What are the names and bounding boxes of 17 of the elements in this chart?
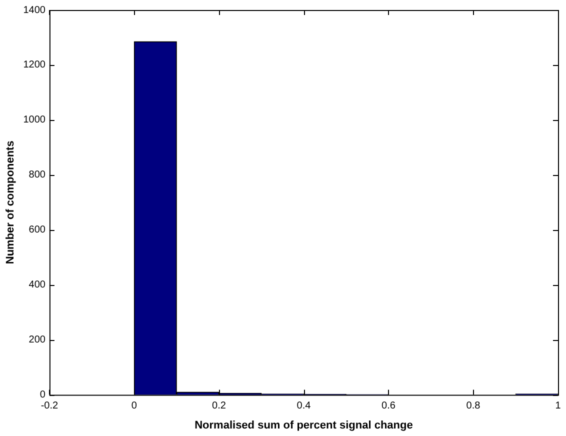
x-tick-label: 0.6 xyxy=(382,400,396,412)
x-tick-label: -0.2 xyxy=(40,400,58,412)
x-tick-label: 0.4 xyxy=(296,400,312,412)
y-tick-label: 200 xyxy=(28,334,46,346)
x-tick-label: 0.2 xyxy=(212,400,226,412)
y-tick-label: 0 xyxy=(40,390,46,401)
y-tick-label: 1400 xyxy=(23,4,46,16)
x-tick-label: 0 xyxy=(131,400,138,412)
y-tick-label: 400 xyxy=(28,280,46,291)
y-tick-label: 1000 xyxy=(23,114,46,126)
x-axis-title: Normalised sum of percent signal change xyxy=(194,419,413,432)
y-axis-title: Number of components xyxy=(4,140,17,264)
y-tick-label: 600 xyxy=(28,224,46,236)
x-tick-label: 0.8 xyxy=(466,400,481,412)
x-tick-label: 1 xyxy=(555,400,562,412)
y-tick-label: 800 xyxy=(28,170,46,181)
y-tick-label: 1200 xyxy=(23,60,46,71)
